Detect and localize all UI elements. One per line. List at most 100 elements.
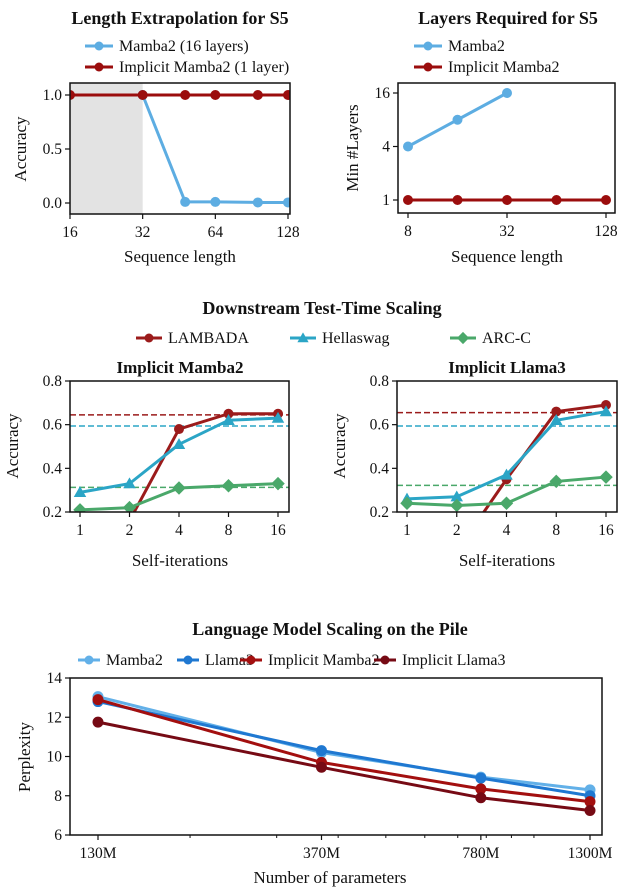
legend-label: ARC-C <box>482 330 531 347</box>
ds_mamba-xtick-label: 1 <box>76 522 84 539</box>
ds_llama-panel: 1 2 4 8 16 0.2 0.4 0.6 0.8 <box>370 373 618 556</box>
pile-point-3-1 <box>315 761 327 773</box>
legend-label: Implicit Mamba2 (1 layer) <box>119 59 289 76</box>
len-point-1-4 <box>252 90 263 100</box>
layers-legend-item-0: Mamba2 <box>414 38 505 55</box>
ds_mamba-xtick-label: 16 <box>270 522 286 539</box>
layers-point-1-3 <box>551 195 562 205</box>
layers-panel: 8 32 128 1 4 16 <box>375 82 618 240</box>
legend-marker <box>297 332 309 343</box>
pile-point-2-2 <box>475 783 487 795</box>
pile-point-1-1 <box>315 745 327 757</box>
layers-ytick-label: 4 <box>382 139 390 156</box>
pile-xtick-label: 1300M <box>568 845 613 862</box>
legend-marker <box>183 655 193 665</box>
ds_llama-xtick-label: 2 <box>453 522 461 539</box>
downstream-title: Downstream Test-Time Scaling <box>202 298 441 318</box>
ds_mamba-point-0-2 <box>174 424 184 435</box>
ds_llama-ytick-label: 0.8 <box>370 373 390 390</box>
pile-xtick-label: 370M <box>303 845 340 862</box>
pile-series-line-0 <box>97 695 591 792</box>
legend-label: Implicit Mamba2 <box>268 652 380 669</box>
len-panel: 16 32 64 128 0.0 0.5 1.0 <box>43 82 300 241</box>
ds_llama-point-2-3 <box>549 474 563 489</box>
layers-plot-area <box>403 88 611 205</box>
ds_llama-point-0-3 <box>551 406 562 417</box>
ds_mamba-ytick-label: 0.2 <box>43 504 62 521</box>
ds_llama-point-2-4 <box>599 470 613 484</box>
ds_llama-point-0-0 <box>402 546 412 556</box>
ds_llama-point-1-2 <box>500 468 513 480</box>
legend-marker <box>380 655 390 665</box>
ds_llama-xtick-label: 4 <box>503 522 511 539</box>
ds_mamba-point-2-3 <box>221 479 236 493</box>
len-point-1-0 <box>70 90 75 100</box>
ds-mamba-title: Implicit Mamba2 <box>116 358 243 377</box>
len-point-1-5 <box>283 90 290 100</box>
len-legend-item-0: Mamba2 (16 layers) <box>85 38 249 55</box>
downstream-legend-item-1: Hellaswag <box>290 330 390 347</box>
pile-series-line-2 <box>97 698 591 804</box>
legend-label: LAMBADA <box>168 330 249 347</box>
len-ytick-label: 1.0 <box>43 87 63 104</box>
layers-xtick-label: 8 <box>404 223 412 240</box>
ds_mamba-ytick-label: 0.6 <box>43 417 63 434</box>
len-plot-area <box>70 83 290 214</box>
pile-point-2-3 <box>584 796 596 808</box>
ds_llama-xtick-label: 16 <box>598 522 614 539</box>
len-xtick-label: 128 <box>276 224 300 241</box>
layers-xlabel: Sequence length <box>451 247 563 266</box>
pile-point-3-3 <box>584 804 596 816</box>
pile-legend-item-0: Mamba2 <box>78 652 163 669</box>
ds_llama-ytick-label: 0.4 <box>370 460 390 477</box>
legend-label: Mamba2 <box>448 38 505 55</box>
len-shaded-region <box>70 83 143 214</box>
pile-point-1-2 <box>475 772 487 784</box>
layers-ylabel: Min #Layers <box>343 104 362 191</box>
ds_mamba-point-2-0 <box>73 503 87 512</box>
ds_llama-point-1-3 <box>550 414 563 425</box>
pile-xlabel: Number of parameters <box>254 868 407 887</box>
pile-point-2-0 <box>92 694 104 706</box>
legend-marker <box>84 655 94 665</box>
ds_llama-point-2-1 <box>450 498 464 512</box>
pile-ytick-label: 6 <box>54 827 62 844</box>
ds_llama-point-2-0 <box>400 496 414 511</box>
pile-legend-item-3: Implicit Llama3 <box>374 652 506 669</box>
pile-ytick-label: 12 <box>47 709 63 726</box>
legend-label: Mamba2 (16 layers) <box>119 38 249 55</box>
layers-xtick-label: 128 <box>594 223 618 240</box>
downstream-legend-item-0: LAMBADA <box>136 330 249 347</box>
len-title: Length Extrapolation for S5 <box>71 8 288 28</box>
ds_mamba-ytick-label: 0.8 <box>43 373 63 390</box>
len-xtick-label: 16 <box>62 224 78 241</box>
len-point-0-4 <box>283 197 290 208</box>
ds-llama-title: Implicit Llama3 <box>448 358 566 377</box>
pile-panel: 130M 370M 780M 1300M 6 8 10 12 14 <box>47 670 613 862</box>
layers-xtick-label: 32 <box>499 223 515 240</box>
layers-point-0-2 <box>502 88 512 98</box>
pile-legend-item-1: Llama3 <box>177 652 254 669</box>
legend-marker <box>456 331 470 345</box>
ds_mamba-plot-area <box>70 408 289 512</box>
pile-xtick-label: 130M <box>79 845 116 862</box>
ds_mamba-point-2-4 <box>271 476 285 491</box>
ds_mamba-point-2-2 <box>172 481 186 495</box>
ds_llama-ytick-label: 0.2 <box>370 504 389 521</box>
ds_mamba-panel: 1 2 4 8 16 0.2 0.4 0.6 0.8 <box>43 373 290 539</box>
ds-mamba-ylabel: Accuracy <box>3 413 22 479</box>
len-point-0-1 <box>180 196 191 207</box>
legend-label: Hellaswag <box>322 330 390 347</box>
layers-ytick-label: 1 <box>382 192 390 209</box>
pile-series-line-1 <box>97 700 591 798</box>
ds-llama-xlabel: Self-iterations <box>459 551 555 570</box>
ds_mamba-xtick-label: 4 <box>175 522 183 539</box>
pile-legend-item-2: Implicit Mamba2 <box>240 652 380 669</box>
layers-point-0-0 <box>403 141 413 152</box>
pile-point-3-2 <box>475 792 487 804</box>
ds_llama-ytick-label: 0.6 <box>370 417 390 434</box>
ds_llama-point-0-4 <box>601 400 611 411</box>
len-xlabel: Sequence length <box>124 247 236 266</box>
len-point-1-2 <box>180 90 191 100</box>
